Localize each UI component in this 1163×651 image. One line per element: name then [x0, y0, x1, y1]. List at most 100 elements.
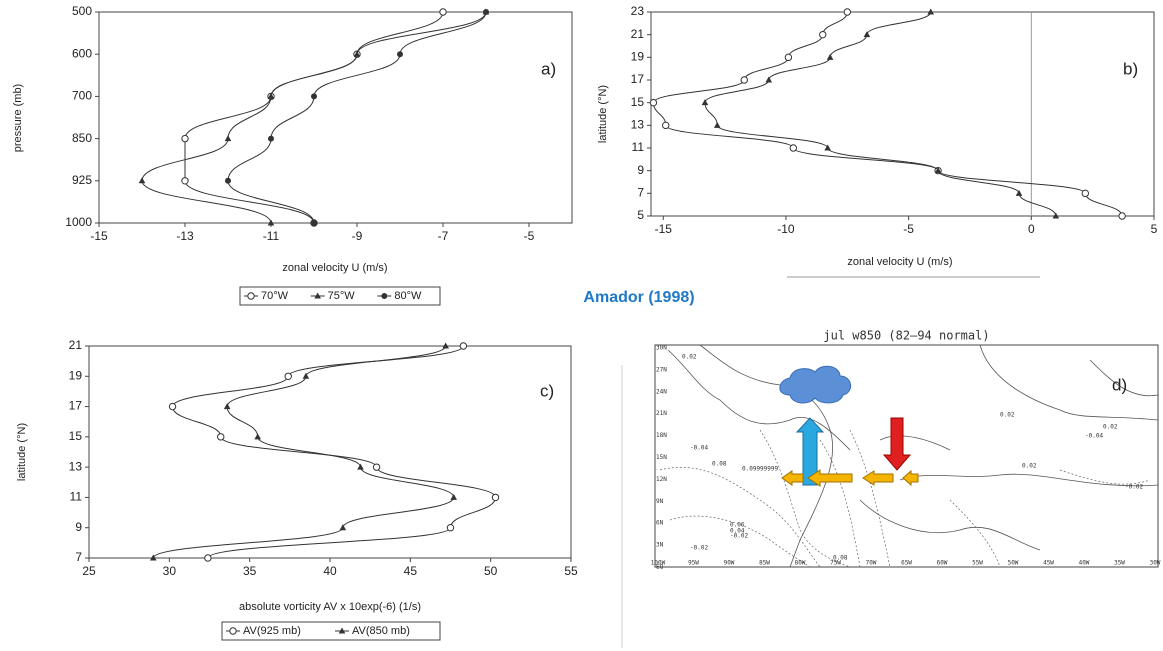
marker: [740, 76, 748, 84]
marker: [302, 372, 310, 379]
x-tick-label: -9: [352, 229, 363, 243]
left-arrow: [862, 470, 894, 486]
plot-frame: [98, 11, 573, 224]
legend-label: AV(850 mb): [352, 625, 410, 637]
contour-label: 0.02: [1103, 424, 1118, 431]
marker: [138, 177, 146, 184]
contours: [667, 344, 1159, 568]
map-lat-label: 15N: [656, 454, 667, 461]
marker: [311, 220, 317, 226]
x-tick-label: -10: [777, 222, 795, 236]
series-line: [184, 11, 444, 224]
x-tick-label: -15: [90, 229, 108, 243]
map-lat-label: 12N: [656, 476, 667, 483]
contour-label: -0.02: [1125, 484, 1143, 491]
marker: [927, 8, 935, 15]
series-line: [227, 11, 487, 224]
map-lat-label: 27N: [656, 366, 667, 373]
marker: [784, 53, 793, 62]
down-arrow: [882, 417, 912, 471]
marker: [204, 554, 212, 562]
marker: [268, 135, 274, 142]
x-tick-label: 25: [82, 564, 96, 578]
y-tick-label: 15: [69, 429, 83, 443]
legend-label: 75°W: [328, 290, 356, 302]
map-lat-label: 24N: [656, 388, 667, 395]
y-tick-label: 7: [75, 550, 82, 564]
y-tick-label: 13: [69, 459, 83, 473]
map-lon-label: 35W: [1114, 560, 1125, 567]
marker: [338, 627, 346, 634]
marker: [1015, 189, 1023, 196]
left-arrow: [781, 470, 804, 486]
legend-label: 70°W: [261, 290, 289, 302]
map-lon-label: 30W: [1150, 560, 1161, 567]
marker: [446, 524, 455, 532]
marker: [229, 627, 237, 635]
x-tick-label: 40: [323, 564, 337, 578]
x-axis-label: zonal velocity U (m/s): [847, 256, 952, 268]
marker: [267, 219, 275, 226]
marker: [819, 30, 827, 39]
legend-box: [239, 286, 441, 306]
marker: [1118, 212, 1126, 220]
marker: [224, 135, 232, 142]
marker: [442, 342, 449, 349]
y-tick-label: 1000: [65, 215, 92, 229]
panel-label: d): [1112, 375, 1127, 394]
legend-label: 80°W: [394, 290, 422, 302]
y-tick-label: 21: [631, 27, 645, 41]
dashed-contours: [659, 429, 1151, 568]
y-tick-label: 5: [637, 208, 644, 222]
plot-frame: [88, 345, 572, 559]
marker: [824, 144, 831, 151]
x-tick-label: 5: [1151, 222, 1158, 236]
contour-label: -0.02: [730, 533, 748, 540]
cloud-icon: [779, 365, 851, 404]
x-tick-label: 35: [243, 564, 257, 578]
map-lon-label: 90W: [724, 560, 735, 567]
y-tick-label: 700: [72, 89, 92, 103]
x-tick-label: -5: [524, 229, 535, 243]
map-lat-label: 30N: [656, 345, 667, 352]
y-tick-label: 17: [631, 72, 645, 86]
map-title: jul w850 (82–94 normal): [823, 329, 989, 343]
x-tick-label: 50: [484, 564, 498, 578]
contour-label: -0.02: [690, 545, 708, 552]
map-lat-label: 21N: [656, 410, 667, 417]
x-tick-label: -5: [903, 222, 914, 236]
marker: [225, 177, 231, 184]
marker: [381, 293, 388, 299]
map-lon-label: 40W: [1079, 560, 1090, 567]
marker: [254, 433, 261, 440]
x-tick-label: -7: [438, 229, 449, 243]
marker: [713, 121, 721, 128]
map-lon-label: 65W: [901, 560, 912, 567]
x-axis-label: absolute vorticity AV x 10exp(-6) (1/s): [239, 601, 421, 613]
marker: [439, 8, 447, 16]
map-lon-label: 95W: [688, 560, 699, 567]
marker: [223, 403, 231, 410]
marker: [1081, 189, 1089, 198]
map-panel: jul w850 (82–94 normal) 30N 27N 24N 21N 18N 15…: [651, 329, 1161, 571]
map-lat-label: 6N: [656, 520, 664, 527]
legend-label: AV(925 mb): [243, 625, 301, 637]
panel-label: c): [540, 381, 554, 400]
map-lat-label: 9N: [656, 498, 664, 505]
panel-label: b): [1123, 59, 1138, 78]
marker: [314, 292, 321, 299]
contour-label: 0.06: [730, 522, 745, 529]
x-tick-label: -11: [263, 229, 280, 243]
y-tick-label: 600: [72, 46, 92, 60]
contour-label: 0.02: [682, 354, 697, 361]
marker: [339, 524, 347, 531]
legend-box: [221, 621, 441, 641]
map-lon-label: 75W: [830, 560, 841, 567]
marker: [1052, 212, 1060, 219]
y-tick-label: 19: [631, 50, 645, 64]
x-tick-label: 45: [404, 564, 418, 578]
map-lon-label: 85W: [759, 560, 770, 567]
marker: [181, 177, 189, 185]
marker: [372, 463, 381, 471]
